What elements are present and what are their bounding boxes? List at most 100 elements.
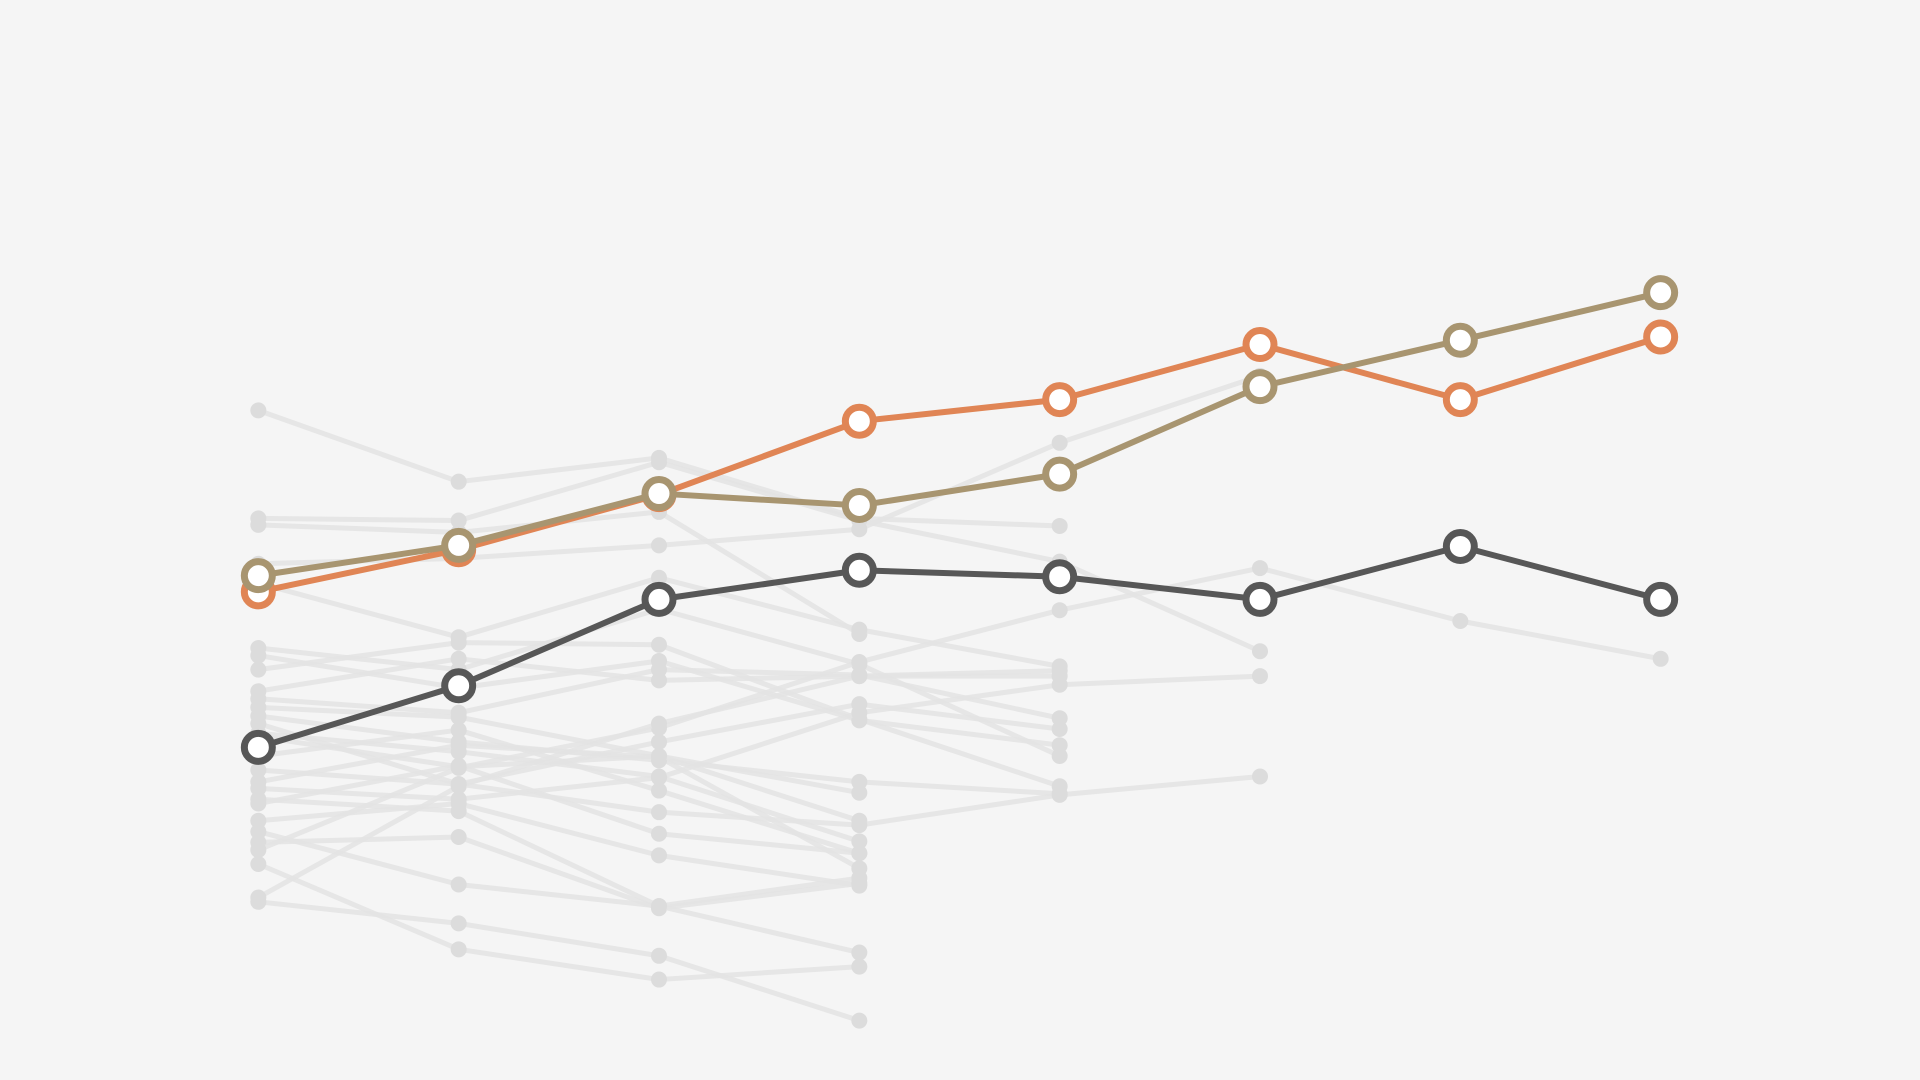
context-series-25-point-3 <box>651 804 667 821</box>
context-series-line-17 <box>255 801 862 889</box>
highlighted-series-1-point-4[interactable] <box>841 403 877 439</box>
context-series-23-point-3 <box>651 769 667 786</box>
highlighted-series-3-point-8[interactable] <box>1643 581 1679 617</box>
context-series-24-point-3 <box>651 715 667 732</box>
context-series-14-point-2 <box>450 722 467 739</box>
context-series-22-point-2 <box>450 759 467 776</box>
context-series-line-20 <box>255 861 862 983</box>
context-series-27-point-5 <box>1051 785 1068 802</box>
highlighted-series-1-point-7[interactable] <box>1442 382 1478 418</box>
context-series-24-point-1 <box>250 889 267 906</box>
highlighted-series-1-point-6[interactable] <box>1242 327 1278 363</box>
context-series-23-point-6 <box>1252 668 1268 685</box>
context-series-1-point-1 <box>250 402 267 419</box>
context-series-2-point-6 <box>1252 643 1268 660</box>
context-series-22-point-6 <box>1252 560 1268 577</box>
context-series-28-point-3 <box>651 748 667 764</box>
context-series-10-point-3 <box>651 661 667 678</box>
highlighted-series-3-point-3[interactable] <box>641 581 677 617</box>
context-series-8-point-2 <box>450 634 467 651</box>
highlighted-series-2-point-5[interactable] <box>1042 456 1078 492</box>
context-series-3-point-1 <box>250 516 267 533</box>
highlighted-series-line-2 <box>255 289 1664 579</box>
context-series-28-point-4 <box>851 784 868 801</box>
highlighted-series-3-point-2[interactable] <box>441 668 477 704</box>
context-series-line-22 <box>255 565 1664 853</box>
highlighted-series-line-1 <box>255 333 1664 595</box>
highlighted-series-2-point-8[interactable] <box>1643 275 1679 311</box>
context-series-12-point-4 <box>851 833 868 850</box>
context-series-23-point-4 <box>851 704 868 721</box>
context-series-24-point-4 <box>851 668 868 685</box>
context-series-25-point-1 <box>250 762 267 779</box>
context-series-26-point-1 <box>250 791 267 808</box>
highlighted-series-2-point-3[interactable] <box>641 476 677 512</box>
context-series-line-5 <box>255 373 1263 567</box>
context-series-1-point-2 <box>450 473 467 490</box>
context-series-20-point-1 <box>250 856 267 872</box>
highlighted-series-2-point-7[interactable] <box>1442 322 1478 358</box>
context-series-9-point-5 <box>1051 737 1068 754</box>
context-series-7-point-2 <box>450 650 467 667</box>
context-series-8-point-1 <box>250 661 267 678</box>
context-series-line-26 <box>255 796 862 956</box>
context-series-16-point-3 <box>651 825 667 842</box>
context-series-22-point-7 <box>1452 613 1469 629</box>
context-series-21-point-3 <box>651 947 667 964</box>
highlighted-series-3-point-4[interactable] <box>841 552 877 588</box>
context-series-17-point-3 <box>651 847 667 864</box>
context-series-5-point-5 <box>1051 434 1068 451</box>
highlighted-series-3-point-6[interactable] <box>1242 581 1278 617</box>
context-series-11-point-5 <box>1051 721 1068 737</box>
highlighted-series-1-point-8[interactable] <box>1643 319 1679 355</box>
context-series-25-point-6 <box>1252 768 1268 785</box>
highlighted-series-3-point-5[interactable] <box>1042 559 1078 595</box>
context-series-group <box>250 367 1669 1029</box>
context-series-22-point-1 <box>250 841 267 858</box>
context-series-28-point-1 <box>250 699 267 716</box>
context-series-20-point-2 <box>450 941 467 958</box>
highlighted-series-2-point-1[interactable] <box>240 558 276 594</box>
context-series-25-point-2 <box>450 776 467 793</box>
context-series-26-point-3 <box>651 898 667 915</box>
context-series-14-point-3 <box>651 782 667 799</box>
context-series-line-21 <box>255 899 862 1024</box>
context-series-21-point-2 <box>450 915 467 932</box>
context-series-8-point-3 <box>651 636 667 653</box>
context-series-4-point-4 <box>851 621 868 638</box>
highlighted-series-group <box>240 275 1679 765</box>
highlighted-series-2-point-4[interactable] <box>841 487 877 523</box>
context-series-20-point-4 <box>851 958 868 975</box>
context-series-22-point-5 <box>1051 602 1068 619</box>
context-series-21-point-4 <box>851 1012 868 1029</box>
context-series-18-point-2 <box>450 876 467 893</box>
context-series-11-point-3 <box>651 733 667 750</box>
context-series-line-25 <box>255 767 1263 828</box>
highlighted-series-2-point-2[interactable] <box>441 527 477 563</box>
context-series-line-18 <box>255 829 862 909</box>
context-series-19-point-4 <box>851 875 868 892</box>
highlighted-series-2-point-6[interactable] <box>1242 369 1278 405</box>
highlighted-series-3-point-7[interactable] <box>1442 528 1478 564</box>
highlighted-series-1-point-5[interactable] <box>1042 382 1078 418</box>
context-series-2-point-2 <box>450 512 467 529</box>
context-series-9-point-1 <box>250 647 267 664</box>
context-series-22-point-8 <box>1652 650 1669 667</box>
context-series-2-point-3 <box>651 454 667 471</box>
context-series-4-point-3 <box>651 569 667 586</box>
context-series-5-point-4 <box>851 521 868 538</box>
highlighted-series-3-point-1[interactable] <box>240 729 276 765</box>
context-series-line-14 <box>255 727 862 856</box>
context-series-26-point-4 <box>851 944 868 961</box>
context-series-line-23 <box>255 673 1263 802</box>
context-series-22-point-4 <box>851 654 868 671</box>
context-series-28-point-2 <box>450 709 467 726</box>
highlighted-series-line-3 <box>255 543 1664 751</box>
context-series-line-2 <box>255 459 1263 654</box>
context-series-24-point-5 <box>1051 668 1068 685</box>
context-series-27-point-2 <box>450 733 467 750</box>
context-series-1-point-5 <box>1051 517 1068 534</box>
context-series-23-point-2 <box>450 791 467 808</box>
context-series-20-point-3 <box>651 971 667 988</box>
